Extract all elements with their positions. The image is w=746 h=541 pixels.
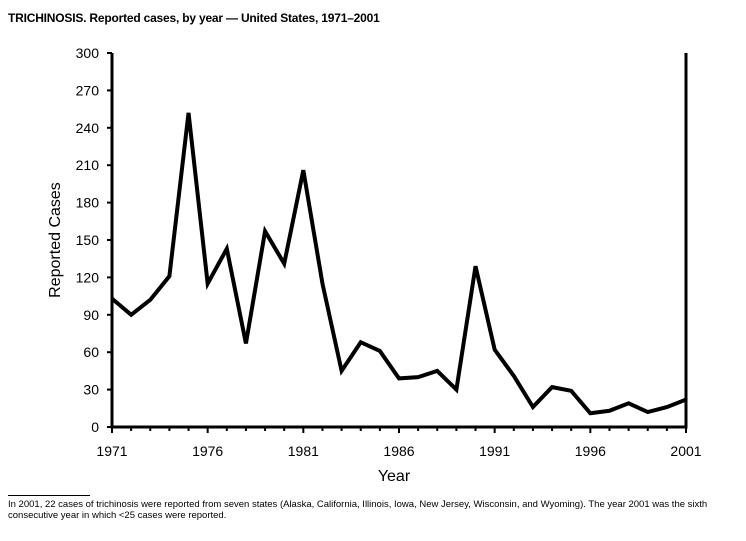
- y-tick-label: 270: [76, 82, 100, 98]
- y-tick-label: 30: [83, 382, 99, 398]
- x-tick-label: 1971: [96, 443, 127, 459]
- y-tick-label: 120: [76, 269, 100, 285]
- x-tick-label: 1991: [479, 443, 510, 459]
- x-tick-label: 2001: [670, 443, 701, 459]
- y-tick-label: 240: [76, 120, 100, 136]
- footnote: In 2001, 22 cases of trichinosis were re…: [8, 499, 708, 521]
- x-tick-label: 1981: [288, 443, 319, 459]
- y-tick-label: 60: [83, 344, 99, 360]
- footnote-divider: [8, 495, 90, 496]
- y-tick-label: 300: [76, 45, 100, 61]
- chart-title: TRICHINOSIS. Reported cases, by year — U…: [8, 11, 380, 25]
- series-line: [110, 112, 687, 416]
- y-tick-label: 150: [76, 232, 100, 248]
- y-tick-label: 0: [91, 419, 99, 435]
- y-tick-label: 180: [76, 195, 100, 211]
- y-tick-label: 90: [83, 307, 99, 323]
- x-tick-label: 1996: [575, 443, 606, 459]
- x-tick-label: 1976: [192, 443, 223, 459]
- x-tick-label: 1986: [383, 443, 414, 459]
- y-tick-label: 210: [76, 157, 100, 173]
- y-axis-label: Reported Cases: [47, 182, 64, 298]
- x-axis-label: Year: [378, 468, 411, 485]
